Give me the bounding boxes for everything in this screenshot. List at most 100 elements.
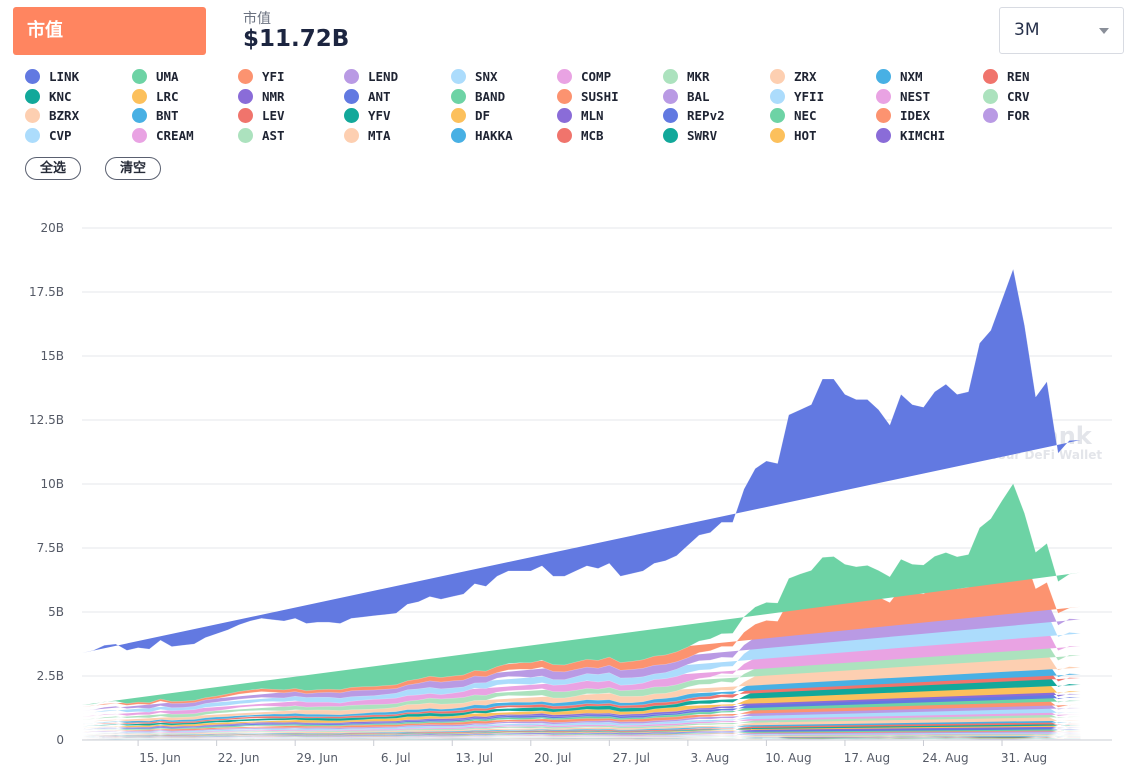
legend-item-lend[interactable]: LEND [344, 67, 398, 86]
x-tick-label: 3. Aug [691, 751, 730, 765]
y-tick-label: 0 [56, 733, 64, 747]
legend-item-yfi[interactable]: YFI [238, 67, 285, 86]
legend-dot-icon [344, 127, 359, 143]
y-tick-label: 2.5B [37, 669, 64, 683]
legend-item-crv[interactable]: CRV [983, 87, 1030, 106]
legend-dot-icon [557, 127, 572, 143]
legend-item-bzrx[interactable]: BZRX [25, 106, 79, 125]
legend-item-nxm[interactable]: NXM [876, 67, 923, 86]
legend-item-idex[interactable]: IDEX [876, 106, 930, 125]
legend-item-zrx[interactable]: ZRX [770, 67, 817, 86]
legend-dot-icon [876, 88, 891, 104]
legend-label: HOT [794, 127, 817, 143]
legend-item-nest[interactable]: NEST [876, 87, 930, 106]
legend-label: SUSHI [581, 88, 619, 104]
x-tick-label: 15. Jun [139, 751, 181, 765]
y-tick-label: 15B [40, 349, 64, 363]
chevron-down-icon [1099, 28, 1109, 34]
legend-item-lrc[interactable]: LRC [132, 87, 179, 106]
legend-dot-icon [238, 69, 253, 84]
select-all-button[interactable]: 全选 [25, 157, 81, 180]
x-tick-label: 29. Jun [296, 751, 338, 765]
legend-item-bnt[interactable]: BNT [132, 106, 179, 125]
legend-label: DF [475, 108, 491, 123]
legend-dot-icon [451, 69, 466, 84]
legend-item-mkr[interactable]: MKR [663, 67, 710, 86]
legend-item-sushi[interactable]: SUSHI [557, 87, 619, 106]
legend-dot-icon [770, 127, 785, 143]
legend-label: UMA [156, 69, 179, 84]
legend-item-repv2[interactable]: REPv2 [663, 106, 725, 125]
legend-item-comp[interactable]: COMP [557, 67, 611, 86]
legend-item-mcb[interactable]: MCB [557, 126, 604, 145]
legend-dot-icon [132, 108, 147, 123]
legend-item-df[interactable]: DF [451, 106, 490, 125]
legend-label: LINK [49, 69, 80, 84]
legend-label: REPv2 [687, 108, 725, 123]
legend-label: ANT [368, 88, 391, 104]
legend-item-kimchi[interactable]: KIMCHI [876, 126, 945, 145]
y-tick-label: 10B [40, 477, 64, 491]
legend-item-mta[interactable]: MTA [344, 126, 391, 145]
legend-label: LEV [262, 108, 285, 123]
x-tick-label: 10. Aug [765, 751, 811, 765]
legend-label: BZRX [49, 108, 80, 123]
legend-item-nec[interactable]: NEC [770, 106, 817, 125]
x-tick-label: 27. Jul [613, 751, 650, 765]
x-tick-label: 31. Aug [1001, 751, 1047, 765]
legend-dot-icon [25, 88, 40, 104]
time-range-select[interactable]: 3M [999, 7, 1124, 54]
legend-item-nmr[interactable]: NMR [238, 87, 285, 106]
x-tick-label: 20. Jul [534, 751, 571, 765]
y-tick-label: 12.5B [29, 413, 64, 427]
legend-label: YFI [262, 69, 285, 84]
legend-item-link[interactable]: LINK [25, 67, 79, 86]
legend-dot-icon [663, 69, 678, 84]
legend-item-yfii[interactable]: YFII [770, 87, 824, 106]
legend-item-uma[interactable]: UMA [132, 67, 179, 86]
time-range-value: 3M [1014, 20, 1040, 40]
legend-dot-icon [344, 69, 359, 84]
legend-dot-icon [238, 108, 253, 123]
market-cap-tab[interactable]: 市值 [13, 7, 206, 55]
legend-label: MTA [368, 127, 391, 143]
legend-item-cvp[interactable]: CVP [25, 126, 72, 145]
legend-item-yfv[interactable]: YFV [344, 106, 391, 125]
stacked-area-chart: DeBank Your DeFi Wallet 02.5B5B7.5B10B12… [29, 221, 1112, 765]
legend-item-for[interactable]: FOR [983, 106, 1030, 125]
legend-label: YFV [368, 108, 391, 123]
area-swrv [82, 736, 1081, 740]
legend-label: REN [1007, 69, 1030, 84]
market-cap-value: $11.72B [243, 26, 350, 52]
legend-item-hakka[interactable]: HAKKA [451, 126, 513, 145]
legend-item-swrv[interactable]: SWRV [663, 126, 717, 145]
legend-item-bal[interactable]: BAL [663, 87, 710, 106]
legend-item-knc[interactable]: KNC [25, 87, 72, 106]
legend-label: KNC [49, 88, 72, 104]
legend-label: KIMCHI [900, 127, 946, 143]
legend-label: NEST [900, 88, 931, 104]
legend-label: MLN [581, 108, 604, 123]
legend-label: LRC [156, 88, 179, 104]
legend-item-ast[interactable]: AST [238, 126, 285, 145]
legend-item-mln[interactable]: MLN [557, 106, 604, 125]
legend-dot-icon [132, 127, 147, 143]
legend-dot-icon [132, 69, 147, 84]
legend-dot-icon [770, 69, 785, 84]
clear-button[interactable]: 清空 [105, 157, 161, 180]
legend-label: ZRX [794, 69, 817, 84]
legend-item-band[interactable]: BAND [451, 87, 505, 106]
legend-item-hot[interactable]: HOT [770, 126, 817, 145]
legend-dot-icon [25, 127, 40, 143]
y-tick-label: 7.5B [37, 541, 64, 555]
legend-item-snx[interactable]: SNX [451, 67, 498, 86]
area-link [81, 268, 1081, 654]
legend-item-cream[interactable]: CREAM [132, 126, 194, 145]
legend-item-ant[interactable]: ANT [344, 87, 391, 106]
x-axis: 15. Jun 22. Jun 29. Jun 6. Jul 13. Jul 20. Ju… [82, 739, 1112, 765]
area-uma [81, 483, 1081, 706]
legend-dot-icon [663, 88, 678, 104]
legend-item-lev[interactable]: LEV [238, 106, 285, 125]
legend-item-ren[interactable]: REN [983, 67, 1030, 86]
legend-dot-icon [557, 88, 572, 104]
